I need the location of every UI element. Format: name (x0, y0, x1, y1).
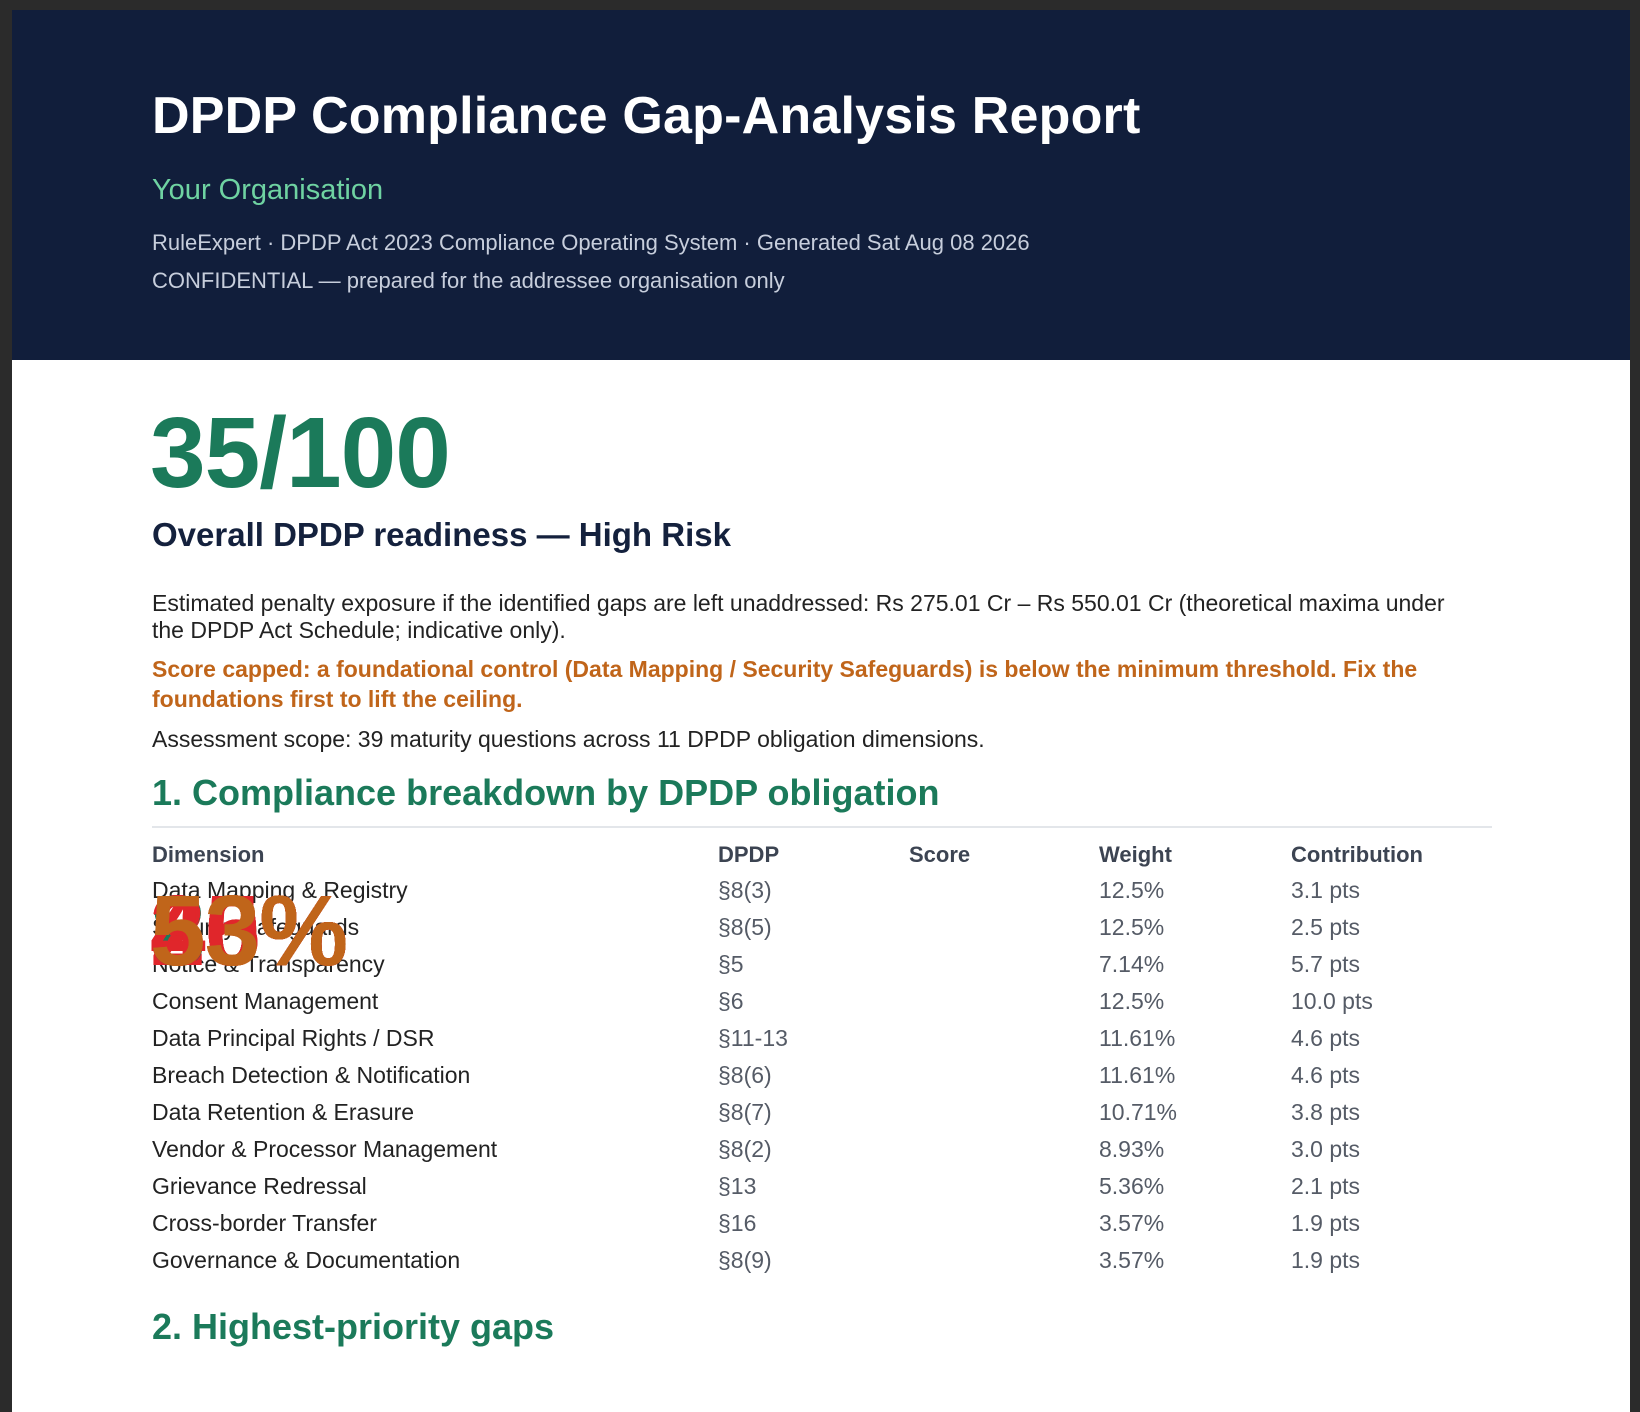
dimension-cell: Data Mapping & Registry (152, 877, 408, 903)
dimension-cell: Notice & Transparency (152, 951, 385, 977)
table-row: Notice & Transparency §5 80% 7.14% 5.7 pts (150, 875, 1491, 987)
breakdown-table: Dimension DPDP Score Weight Contribution… (150, 838, 1491, 1279)
contribution-cell: 2.1 pts (1291, 1173, 1361, 1199)
weight-cell: 5.36% (1099, 1173, 1165, 1199)
dimension-cell: Governance & Documentation (152, 1247, 461, 1273)
weight-cell: 11.61% (1099, 1062, 1176, 1088)
dimension-cell: Data Retention & Erasure (152, 1099, 415, 1125)
confidential-notice: CONFIDENTIAL — prepared for the addresse… (152, 268, 785, 293)
readiness-heading: Overall DPDP readiness — High Risk (152, 516, 731, 553)
score-cell: 53% (150, 875, 348, 987)
dpdp-section-cell: §16 (718, 1210, 757, 1236)
table-row: Security Safeguards §8(5) 20% 12.5% 2.5 pts (150, 875, 1491, 987)
dpdp-section-cell: §11-13 (718, 1025, 788, 1051)
organisation-name: Your Organisation (152, 174, 384, 206)
dpdp-section-cell: §13 (718, 1173, 757, 1199)
column-header-contribution: Contribution (1291, 842, 1423, 867)
column-header-dimension: Dimension (152, 842, 265, 867)
table-header-row: Dimension DPDP Score Weight Contribution (152, 838, 1491, 872)
dpdp-section-cell: §6 (718, 988, 744, 1014)
dpdp-section-cell: §5 (718, 951, 744, 977)
contribution-cell: 3.0 pts (1291, 1136, 1361, 1162)
contribution-cell: 4.6 pts (1291, 1025, 1361, 1051)
weight-cell: 3.57% (1099, 1210, 1165, 1236)
dimension-cell: Security Safeguards (152, 914, 360, 940)
table-row: Governance & Documentation §8(9) 53% 3.57% 1… (150, 875, 1491, 1279)
contribution-cell: 3.1 pts (1291, 877, 1361, 903)
penalty-exposure: Estimated penalty exposure if the identi… (152, 590, 1445, 643)
section-heading-breakdown: 1. Compliance breakdown by DPDP obligati… (152, 772, 940, 813)
dpdp-section-cell: §8(5) (718, 914, 772, 940)
table-row: Data Principal Rights / DSR §11-13 40% 11.6… (150, 875, 1491, 1057)
weight-cell: 8.93% (1099, 1136, 1165, 1162)
dpdp-section-cell: §8(7) (718, 1099, 772, 1125)
weight-cell: 3.57% (1099, 1247, 1165, 1273)
contribution-cell: 10.0 pts (1291, 988, 1373, 1014)
score-capped-warning: Score capped: a foundational control (Da… (152, 656, 1418, 712)
contribution-cell: 3.8 pts (1291, 1099, 1361, 1125)
contribution-cell: 4.6 pts (1291, 1062, 1361, 1088)
table-row: Cross-border Transfer §16 53% 3.57% 1.9 pts (150, 875, 1491, 1242)
dpdp-section-cell: §8(6) (718, 1062, 772, 1088)
table-row: Data Mapping & Registry §8(3) 25% 12.5% 3.1 … (150, 872, 1491, 987)
report-title: DPDP Compliance Gap-Analysis Report (152, 87, 1141, 145)
table-row: Breach Detection & Notification §8(6) 40% 1… (150, 875, 1491, 1094)
contribution-cell: 1.9 pts (1291, 1210, 1361, 1236)
weight-cell: 11.61% (1099, 1025, 1176, 1051)
column-header-score: Score (909, 842, 971, 867)
weight-cell: 10.71% (1099, 1099, 1178, 1125)
dpdp-section-cell: §8(9) (718, 1247, 772, 1273)
table-row: Grievance Redressal §13 40% 5.36% 2.1 pts (150, 875, 1491, 1205)
dimension-cell: Data Principal Rights / DSR (152, 1025, 435, 1051)
dimension-cell: Consent Management (152, 988, 379, 1014)
contribution-cell: 5.7 pts (1291, 951, 1361, 977)
report-header: DPDP Compliance Gap-Analysis Report Your… (12, 10, 1630, 360)
weight-cell: 7.14% (1099, 951, 1165, 977)
table-row: Data Retention & Erasure §8(7) 35% 10.71% 3.… (150, 875, 1491, 1131)
table-row: Consent Management §6 80% 12.5% 10.0 pts (150, 875, 1491, 1020)
dpdp-section-cell: §8(3) (718, 877, 772, 903)
overall-score: 35/100 (150, 397, 451, 509)
dimension-cell: Breach Detection & Notification (152, 1062, 471, 1088)
column-header-dpdp: DPDP (718, 842, 780, 867)
section-heading-priority-gaps: 2. Highest-priority gaps (152, 1306, 555, 1347)
weight-cell: 12.5% (1099, 877, 1165, 903)
dimension-cell: Vendor & Processor Management (152, 1136, 498, 1162)
dimension-cell: Grievance Redressal (152, 1173, 367, 1199)
section-divider (152, 826, 1492, 828)
dpdp-section-cell: §8(2) (718, 1136, 772, 1162)
contribution-cell: 1.9 pts (1291, 1247, 1361, 1273)
report-page: DPDP Compliance Gap-Analysis Report Your… (12, 10, 1630, 1412)
contribution-cell: 2.5 pts (1291, 914, 1361, 940)
report-meta: RuleExpert · DPDP Act 2023 Compliance Op… (152, 230, 1030, 255)
column-header-weight: Weight (1099, 842, 1172, 867)
weight-cell: 12.5% (1099, 988, 1165, 1014)
weight-cell: 12.5% (1099, 914, 1165, 940)
assessment-scope: Assessment scope: 39 maturity questions … (152, 726, 985, 752)
table-row: Vendor & Processor Management §8(2) 33% 8.9… (150, 875, 1491, 1168)
dimension-cell: Cross-border Transfer (152, 1210, 377, 1236)
